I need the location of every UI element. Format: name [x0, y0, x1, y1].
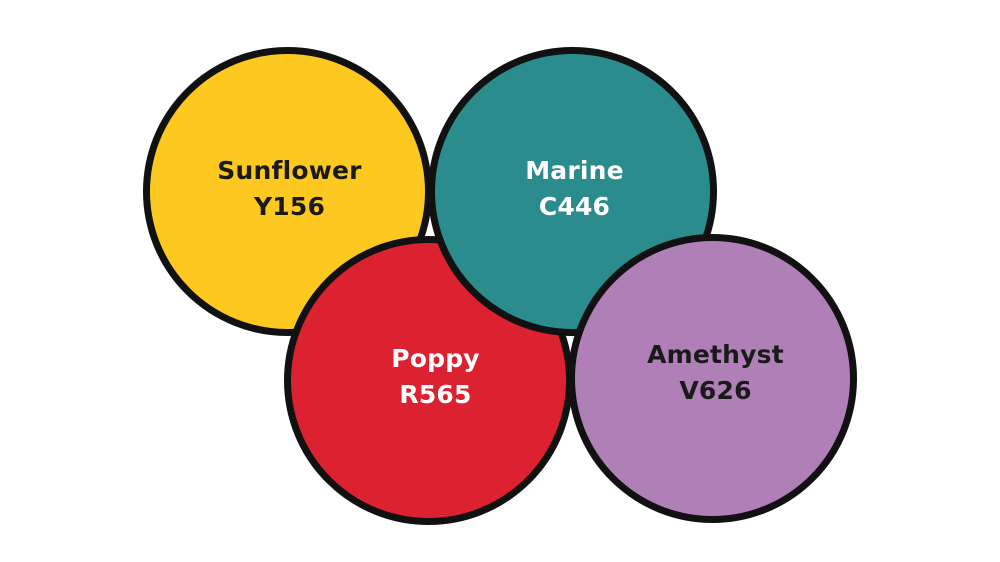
- swatch-code: C446: [538, 191, 611, 221]
- swatch-label: Sunflower Y156: [217, 153, 361, 225]
- swatch-code: R565: [399, 379, 472, 409]
- swatch-label: Marine C446: [525, 153, 624, 225]
- swatch-sunflower: Sunflower Y156: [143, 47, 432, 336]
- swatch-label: Amethyst V626: [647, 337, 784, 409]
- swatch-code: V626: [679, 375, 752, 405]
- swatch-name: Sunflower: [217, 155, 362, 185]
- swatch-amethyst: Amethyst V626: [568, 234, 857, 523]
- swatch-label: Poppy R565: [391, 341, 480, 413]
- swatch-name: Marine: [525, 155, 624, 185]
- swatch-name: Amethyst: [647, 339, 784, 369]
- swatch-code: Y156: [253, 191, 326, 221]
- swatch-name: Poppy: [391, 343, 480, 373]
